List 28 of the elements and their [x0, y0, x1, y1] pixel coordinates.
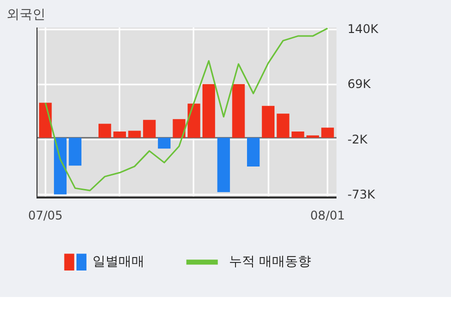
legend-label: 일별매매 — [92, 254, 144, 270]
legend-label: 누적 매매동향 — [228, 254, 312, 270]
bar — [232, 84, 245, 138]
y-tick-label: -73K — [348, 187, 376, 202]
bar — [54, 138, 67, 194]
bar — [158, 138, 171, 149]
bar — [188, 104, 200, 138]
bar — [321, 128, 334, 138]
bar — [292, 132, 304, 138]
bar — [247, 138, 260, 166]
bar — [128, 130, 141, 138]
bar — [143, 120, 156, 138]
y-tick-label: -2K — [348, 132, 368, 146]
bar — [202, 84, 216, 138]
bar — [98, 124, 112, 138]
x-tick-label: 08/01 — [310, 208, 345, 222]
bar — [68, 138, 82, 166]
bar — [217, 138, 230, 192]
bar — [39, 102, 52, 138]
bar — [276, 114, 290, 138]
y-tick-label: 140K — [348, 22, 380, 36]
line-series — [44, 28, 328, 192]
bar — [262, 106, 274, 138]
bar — [113, 132, 126, 138]
y-tick-label: 69K — [348, 77, 372, 92]
x-tick-label: 07/05 — [28, 208, 63, 222]
bar — [172, 119, 186, 138]
chart-title: 외국인 — [6, 8, 46, 22]
